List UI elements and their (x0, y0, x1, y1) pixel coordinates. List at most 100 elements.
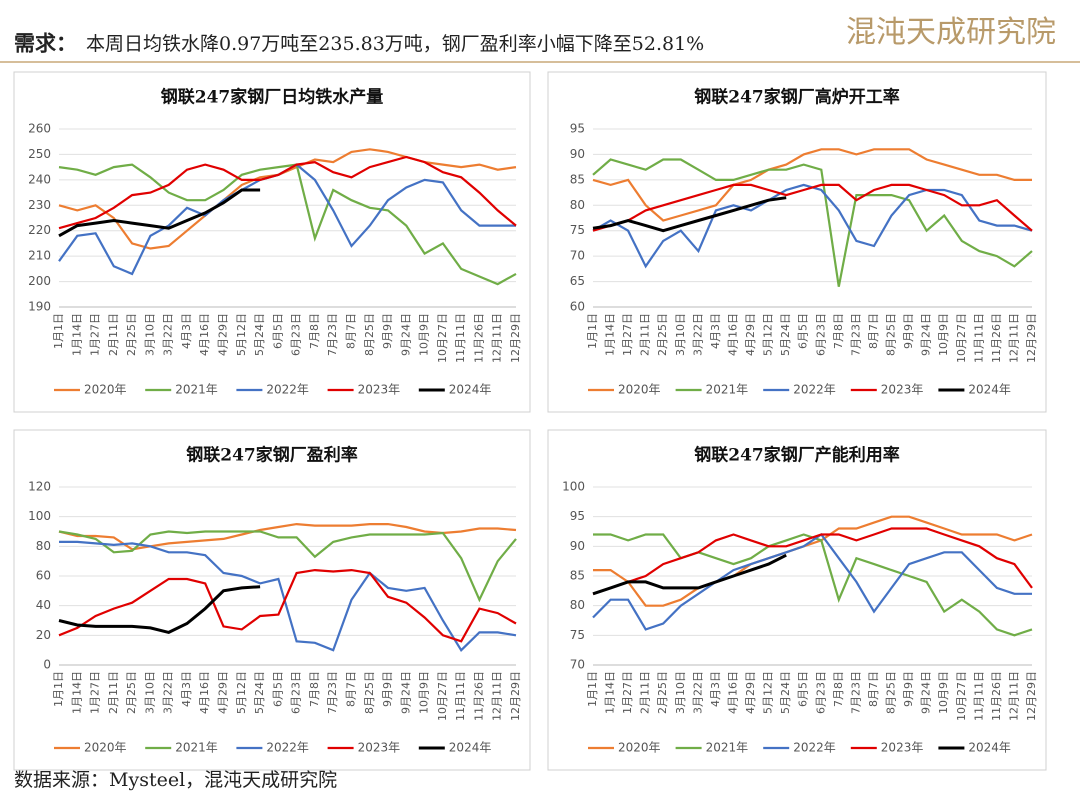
x-tick-label: 1月27日 (89, 313, 102, 356)
x-tick-label: 9月24日 (399, 313, 412, 356)
y-tick-label: 210 (28, 249, 51, 263)
series-line (592, 533, 1032, 631)
x-tick-label: 4月3日 (709, 313, 722, 349)
legend-label: 2024年 (968, 741, 1011, 755)
series-line (593, 515, 1033, 607)
x-tick-label: 7月8日 (308, 313, 321, 349)
y-tick-label: 220 (28, 223, 51, 237)
x-tick-label: 8月7日 (867, 671, 880, 707)
x-tick-label: 10月27日 (955, 313, 968, 363)
legend-label: 2020年 (84, 741, 127, 755)
x-tick-label: 5月12日 (235, 313, 248, 356)
headline-label: 需求： (14, 31, 77, 56)
x-tick-label: 10月27日 (436, 313, 449, 363)
legend-label: 2022年 (266, 383, 309, 397)
x-tick-label: 8月7日 (867, 313, 880, 349)
x-tick-label: 11月11日 (454, 313, 467, 363)
x-tick-label: 8月7日 (344, 671, 357, 707)
x-tick-label: 6月5日 (797, 313, 810, 349)
x-tick-label: 8月7日 (344, 313, 357, 349)
legend-label: 2021年 (175, 383, 218, 397)
x-tick-label: 10月9日 (418, 671, 431, 714)
y-tick-label: 60 (570, 300, 585, 314)
y-tick-label: 75 (570, 223, 585, 237)
x-tick-label: 7月23日 (849, 313, 862, 356)
x-tick-label: 7月8日 (832, 671, 845, 707)
x-tick-label: 4月3日 (709, 671, 722, 707)
x-tick-label: 6月5日 (797, 671, 810, 707)
panel (13, 71, 531, 413)
x-tick-label: 6月5日 (271, 671, 284, 707)
x-tick-label: 12月29日 (1025, 313, 1038, 363)
x-tick-label: 4月16日 (198, 671, 211, 714)
x-tick-label: 9月9日 (902, 671, 915, 707)
chart-title: 钢联247家钢厂盈利率 (186, 445, 358, 466)
source: 数据来源：Mysteel，混沌天成研究院 (14, 769, 337, 791)
x-tick-label: 10月27日 (436, 671, 449, 721)
series-line (592, 158, 1033, 287)
x-tick-label: 12月11日 (491, 671, 504, 721)
x-tick-label: 11月26日 (472, 313, 485, 363)
x-tick-label: 9月24日 (920, 313, 933, 356)
y-tick-label: 95 (570, 122, 585, 136)
y-tick-label: 90 (570, 539, 585, 553)
x-tick-label: 11月26日 (472, 671, 485, 721)
x-tick-label: 6月23日 (814, 671, 827, 714)
x-tick-label: 1月27日 (89, 671, 102, 714)
x-tick-label: 10月27日 (955, 671, 968, 721)
x-tick-label: 9月24日 (920, 671, 933, 714)
legend-label: 2024年 (449, 383, 492, 397)
y-tick-label: 0 (43, 658, 51, 672)
x-tick-label: 2月25日 (656, 313, 669, 356)
y-tick-label: 40 (36, 598, 51, 612)
x-tick-label: 11月11日 (454, 671, 467, 721)
x-tick-label: 2月11日 (639, 671, 652, 714)
y-tick-label: 85 (570, 172, 585, 186)
x-tick-label: 4月3日 (180, 671, 193, 707)
legend-label: 2023年 (881, 383, 924, 397)
y-tick-label: 60 (36, 569, 51, 583)
x-tick-label: 1月14日 (604, 671, 617, 714)
series-line (58, 530, 517, 603)
legend-label: 2021年 (706, 741, 749, 755)
x-tick-label: 3月10日 (674, 313, 687, 356)
x-tick-label: 1月1日 (52, 313, 65, 349)
x-tick-label: 5月24日 (253, 313, 266, 356)
x-tick-label: 11月11日 (972, 313, 985, 363)
x-tick-label: 1月14日 (604, 313, 617, 356)
legend-label: 2022年 (793, 383, 836, 397)
legend-label: 2020年 (618, 741, 661, 755)
x-tick-label: 5月12日 (235, 671, 248, 714)
x-tick-label: 4月29日 (217, 671, 230, 714)
x-tick-label: 1月27日 (621, 671, 634, 714)
x-tick-label: 8月25日 (885, 313, 898, 356)
x-tick-label: 7月23日 (326, 313, 339, 356)
x-tick-label: 1月14日 (70, 671, 83, 714)
legend-label: 2022年 (793, 741, 836, 755)
x-tick-label: 2月25日 (125, 313, 138, 356)
y-tick-label: 250 (28, 147, 51, 161)
y-tick-label: 95 (570, 509, 585, 523)
x-tick-label: 4月29日 (744, 313, 757, 356)
x-tick-label: 3月10日 (143, 671, 156, 714)
legend-label: 2023年 (358, 741, 401, 755)
x-tick-label: 7月8日 (832, 313, 845, 349)
series-line (58, 585, 261, 634)
x-tick-label: 3月10日 (674, 671, 687, 714)
panel (13, 429, 531, 771)
panel (547, 71, 1047, 413)
series-line (59, 540, 517, 652)
x-tick-label: 11月11日 (972, 671, 985, 721)
y-tick-label: 80 (36, 539, 51, 553)
x-tick-label: 4月16日 (726, 671, 739, 714)
series-line (592, 553, 787, 596)
x-tick-label: 12月29日 (509, 671, 522, 721)
x-tick-label: 12月29日 (1025, 671, 1038, 721)
legend-label: 2024年 (968, 383, 1011, 397)
x-tick-label: 3月22日 (691, 313, 704, 356)
series-line (592, 148, 1032, 222)
x-tick-label: 2月25日 (125, 671, 138, 714)
x-tick-label: 6月5日 (271, 313, 284, 349)
x-tick-label: 5月24日 (779, 313, 792, 356)
x-tick-label: 2月25日 (656, 671, 669, 714)
